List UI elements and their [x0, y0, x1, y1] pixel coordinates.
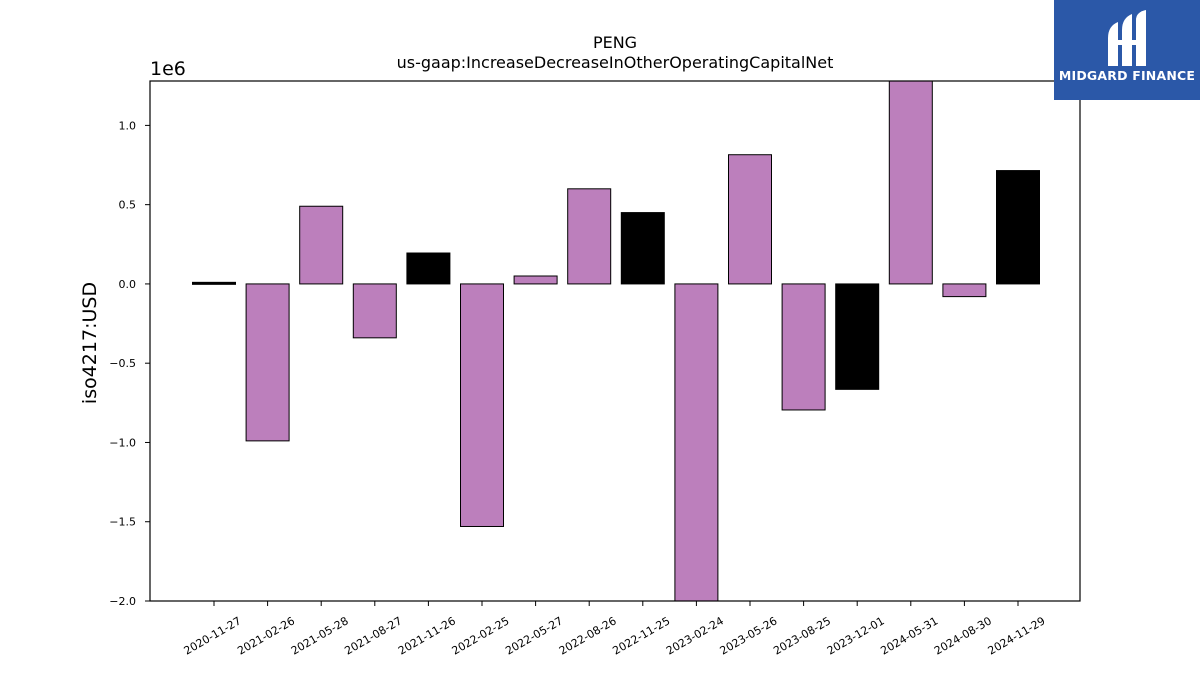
- bar-2024-08-30: [942, 283, 987, 298]
- bar-2022-02-25: [460, 283, 504, 527]
- x-tick-label: 2023-05-26: [718, 614, 780, 657]
- y-tick-label: 1.0: [119, 119, 137, 132]
- x-tick-label: 2021-08-27: [342, 614, 404, 657]
- bar-2022-11-25: [620, 212, 665, 285]
- x-tick-label: 2021-11-26: [396, 614, 458, 657]
- midgard-finance-logo: MIDGARD FINANCE: [1054, 0, 1200, 100]
- x-tick-label: 2021-05-28: [289, 614, 351, 657]
- logo-text: MIDGARD FINANCE: [1058, 68, 1196, 83]
- bar-2022-08-26: [567, 188, 612, 285]
- y-axis-label: iso4217:USD: [79, 282, 101, 404]
- bar-2021-11-26: [406, 252, 451, 285]
- x-tick-label: 2024-11-29: [986, 614, 1048, 657]
- y-tick-label: 0.0: [119, 278, 137, 291]
- bar-2023-12-01: [835, 283, 880, 390]
- bar-2021-02-26: [245, 283, 290, 442]
- bar-2023-08-25: [781, 283, 826, 411]
- y-axis-ticks: −2.0 −1.5 −1.0 −0.5 0.0 0.5 1.0: [109, 119, 150, 608]
- x-tick-label: 2022-08-26: [557, 614, 619, 657]
- x-tick-label: 2023-08-25: [771, 614, 833, 657]
- bar-2021-05-28: [299, 205, 344, 285]
- x-tick-label: 2021-02-26: [235, 614, 297, 657]
- x-tick-label: 2023-02-24: [664, 614, 726, 657]
- y-tick-label: −1.0: [109, 436, 136, 449]
- bar-2023-02-24: [674, 283, 719, 602]
- x-tick-label: 2022-02-25: [450, 614, 512, 657]
- chart-subtitle: us-gaap:IncreaseDecreaseInOtherOperating…: [397, 53, 834, 72]
- bar-2021-08-27: [352, 283, 397, 339]
- bar-2023-05-26: [728, 154, 772, 285]
- y-tick-label: −1.5: [109, 516, 136, 529]
- logo-mark-icon: [1108, 10, 1146, 66]
- chart-title: PENG: [593, 33, 637, 52]
- bar-2024-11-29: [996, 170, 1040, 285]
- x-tick-label: 2020-11-27: [182, 614, 244, 657]
- bar-2024-05-31: [888, 80, 933, 285]
- bar-2022-05-27: [513, 275, 558, 285]
- x-tick-label: 2024-08-30: [932, 614, 994, 657]
- x-tick-label: 2022-11-25: [610, 614, 672, 657]
- bar-2020-11-27: [192, 281, 236, 285]
- x-tick-label: 2024-05-31: [878, 614, 940, 657]
- y-tick-label: −2.0: [109, 595, 136, 608]
- y-tick-label: 0.5: [119, 199, 137, 212]
- x-tick-label: 2023-12-01: [825, 614, 887, 657]
- y-tick-label: −0.5: [109, 357, 136, 370]
- plot-frame: [149, 80, 1081, 602]
- y-offset-label: 1e6: [150, 58, 186, 80]
- bars: [192, 80, 1040, 602]
- x-axis-ticks: 2020-11-272021-02-262021-05-282021-08-27…: [182, 601, 1048, 658]
- x-tick-label: 2022-05-27: [503, 614, 565, 657]
